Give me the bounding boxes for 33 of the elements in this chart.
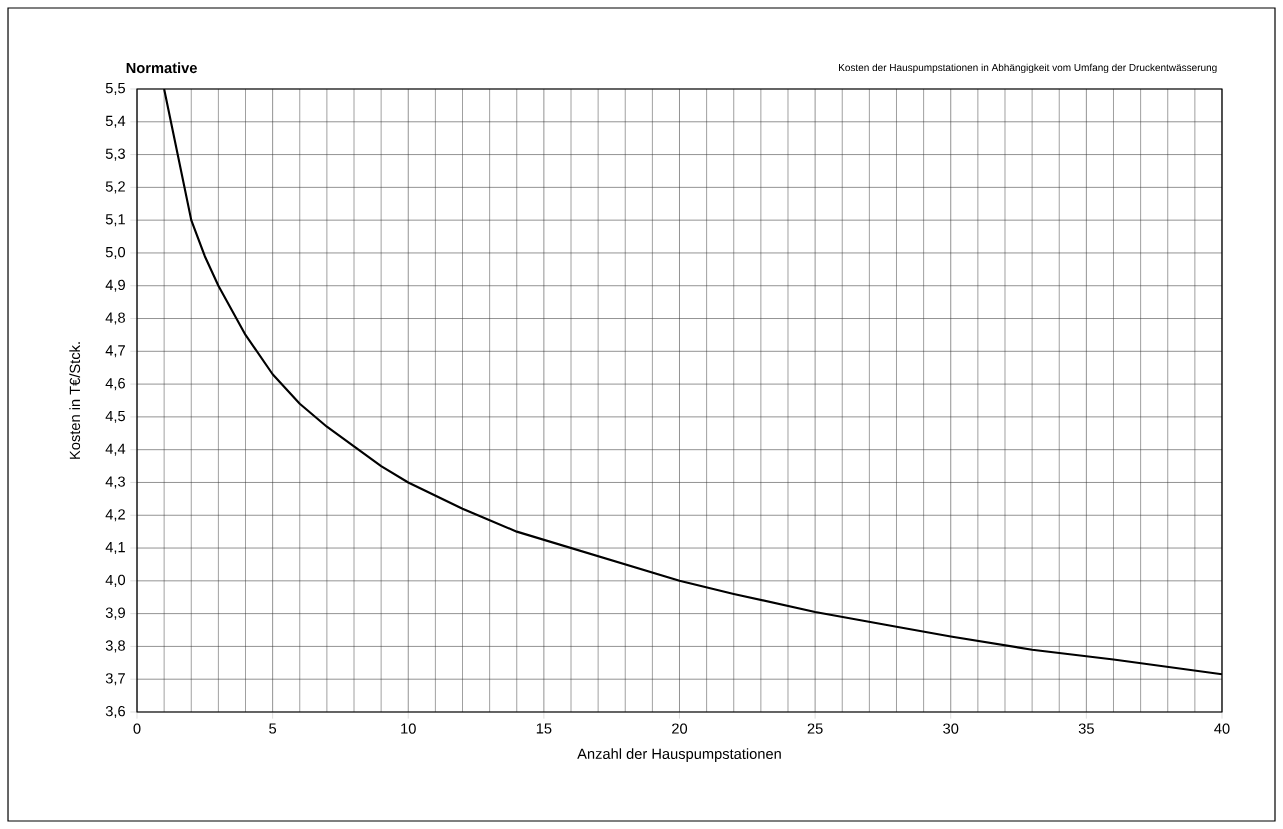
- y-tick-label: 5,5: [105, 83, 125, 95]
- x-tick-label: 15: [536, 723, 552, 734]
- y-tick-label: 4,6: [105, 378, 125, 391]
- y-tick-label: 3,6: [105, 705, 125, 719]
- y-tick-label: 3,8: [105, 640, 125, 653]
- x-tick-label: 5: [269, 723, 277, 734]
- y-tick-label: 4,2: [105, 509, 125, 522]
- y-tick-label: 5,2: [105, 181, 125, 194]
- y-tick-label: 4,5: [105, 410, 125, 423]
- y-tick-label: 3,7: [105, 673, 125, 686]
- y-tick-label: 4,3: [105, 476, 125, 489]
- y-tick-label: 5,1: [105, 214, 125, 227]
- x-tick-label: 35: [1078, 723, 1094, 734]
- y-tick-label: 5,0: [105, 246, 126, 259]
- x-axis-title: Anzahl der Hauspumpstationen: [577, 748, 781, 762]
- y-tick-label: 5,3: [105, 148, 125, 161]
- x-tick-label: 10: [401, 723, 416, 734]
- y-tick-label: 3,9: [105, 607, 125, 620]
- y-axis-title: Kosten in T€/Stck.: [69, 342, 81, 459]
- y-tick-label: 4,1: [105, 542, 125, 555]
- chart-subtitle: Kosten der Hauspumpstationen in Abhängigkeit vom Umfang der Druckentwässerung: [839, 63, 1217, 74]
- x-tick-label: 40: [1214, 723, 1230, 734]
- y-tick-label: 4,9: [105, 279, 125, 292]
- y-tick-label: 4,4: [105, 443, 126, 456]
- y-tick-label: 4,0: [105, 574, 126, 587]
- chart-title: Normative: [126, 62, 197, 74]
- x-tick-label: 20: [672, 723, 688, 734]
- y-tick-label: 4,7: [105, 345, 125, 358]
- y-tick-label: 4,8: [105, 312, 125, 325]
- x-tick-label: 30: [943, 723, 959, 734]
- x-tick-label: 0: [133, 723, 141, 734]
- y-tick-label: 5,4: [105, 115, 126, 128]
- x-tick-label: 25: [807, 723, 823, 734]
